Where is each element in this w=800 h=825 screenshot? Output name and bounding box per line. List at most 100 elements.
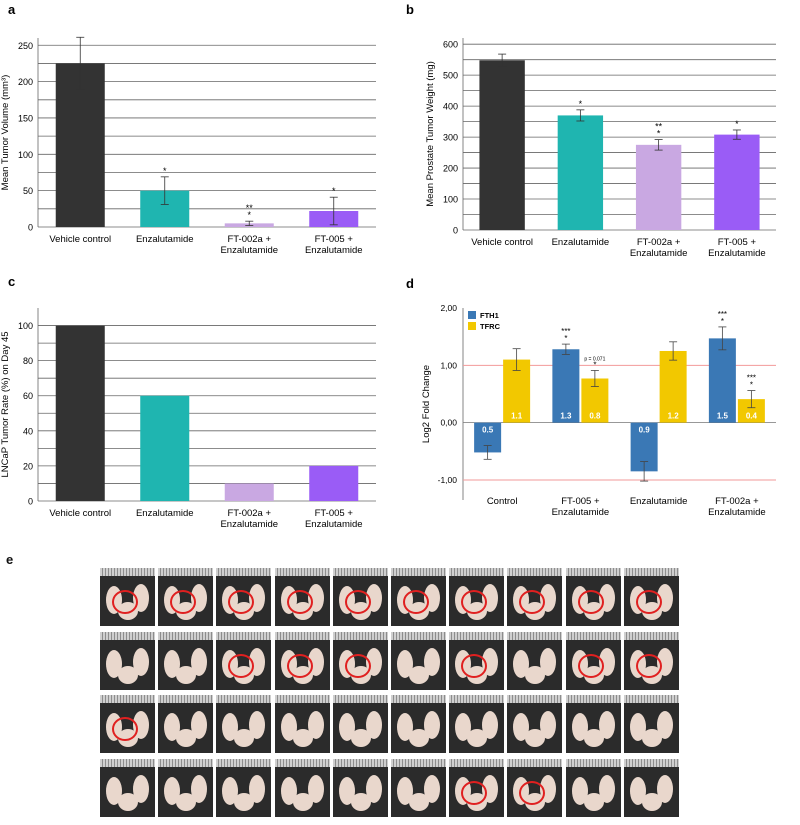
ruler-strip [100, 758, 155, 767]
x-tick-label: FT-005 + [315, 234, 354, 245]
x-tick-label: Enzalutamide [220, 519, 278, 530]
tumor-photo [216, 758, 272, 817]
y-tick-label: 40 [23, 426, 33, 436]
tumor-photo [158, 758, 214, 817]
significance-mark: * [163, 166, 167, 176]
fth1-bar-2 [552, 349, 580, 423]
tissue-specimen [191, 647, 208, 676]
tissue-specimen [409, 665, 429, 684]
x-tick-label: Enzalutamide [630, 248, 688, 259]
x-tick-label: Enzalutamide [305, 245, 363, 256]
tumor-circle [461, 590, 488, 614]
tissue-specimen [365, 711, 382, 739]
tissue-specimen [656, 774, 673, 803]
y-axis-label: LNCaP Tumor Rate (%) on Day 45 [0, 331, 11, 477]
y-axis-label: Log2 Fold Change [421, 365, 432, 443]
x-tick-label: Enzalutamide [136, 508, 194, 519]
tissue-specimen [525, 665, 546, 684]
ruler-strip [158, 695, 214, 703]
panel-label-e: e [6, 552, 14, 567]
x-tick-label: Vehicle control [471, 237, 533, 248]
x-tick-label: Enzalutamide [552, 507, 610, 518]
tumor-photo [623, 631, 679, 690]
ruler-strip [507, 758, 563, 767]
tumor-photo [623, 695, 679, 753]
x-tick-label: Enzalutamide [708, 507, 766, 518]
chart-a-tumor-volume: a 0 50 100 150 200 250 Mean Tumor Volume (mm³) V… [0, 2, 376, 256]
x-tick-label: Control [487, 496, 518, 507]
tissue-specimen [409, 792, 429, 811]
y-tick-label: 100 [18, 321, 33, 331]
significance-mark: * [721, 317, 724, 326]
y-tick-label: 60 [23, 391, 33, 401]
x-tick-label: FT-002a + [227, 234, 271, 245]
ruler-strip [623, 568, 679, 576]
chart-d-fold-change: d -1,00 0,00 1,00 2,00 Log2 Fold Change FTH1 0.… [406, 276, 776, 518]
tissue-specimen [540, 711, 557, 739]
bar-2 [557, 115, 604, 230]
tissue-specimen [540, 647, 557, 676]
tumor-photo [565, 568, 621, 626]
y-tick-label: 0 [28, 497, 33, 507]
significance-mark: * [750, 381, 753, 390]
legend-label-tfrc: TFRC [480, 322, 501, 331]
tumor-photo [100, 758, 155, 817]
tumor-circle [286, 653, 313, 678]
tumor-circle [577, 590, 604, 614]
panel-label-a: a [8, 2, 16, 17]
tumor-photo [449, 758, 505, 817]
tissue-specimen [598, 774, 615, 803]
y-tick-label: 80 [23, 356, 33, 366]
x-tick-label: Enzalutamide [305, 519, 363, 530]
tumor-photo [507, 631, 563, 690]
tissue-specimen [280, 776, 297, 805]
tfrc-bar-4 [737, 399, 765, 423]
panel-label-c: c [8, 274, 15, 289]
tissue-specimen [234, 729, 255, 747]
tumor-photo [216, 695, 272, 753]
bar-1 [55, 325, 105, 501]
ruler-strip [100, 568, 155, 576]
tumor-circle [286, 590, 313, 614]
tissue-specimen [656, 711, 673, 739]
significance-mark: * [735, 119, 739, 129]
ruler-strip [391, 631, 446, 640]
tissue-specimen [133, 647, 149, 676]
significance-mark: p = 0.071 [584, 356, 605, 362]
tissue-specimen [191, 711, 208, 739]
significance-mark: * [332, 186, 336, 196]
tumor-photo-grid [100, 568, 682, 822]
ruler-strip [158, 758, 214, 767]
significance-mark: ** [655, 122, 663, 132]
ruler-strip [623, 631, 679, 640]
y-tick-label: 100 [18, 150, 33, 160]
bar-1 [55, 63, 105, 227]
tissue-specimen [118, 792, 138, 811]
tumor-circle [461, 653, 488, 678]
y-tick-label: 400 [443, 102, 458, 112]
tissue-specimen [525, 729, 546, 747]
ruler-strip [449, 568, 505, 576]
y-tick-label: 20 [23, 461, 33, 471]
bar-2 [140, 395, 190, 501]
tissue-specimen [571, 776, 588, 805]
ruler-strip [274, 631, 330, 640]
tumor-photo [332, 568, 388, 626]
ruler-strip [449, 631, 505, 640]
tumor-circle [403, 590, 429, 614]
tumor-circle [344, 590, 371, 614]
tumor-photo [158, 695, 214, 753]
tissue-specimen [424, 711, 440, 739]
ruler-strip [565, 758, 621, 767]
ruler-strip [623, 758, 679, 767]
tfrc-bar-3 [659, 350, 687, 423]
tumor-photo [274, 631, 330, 690]
tissue-specimen [234, 792, 255, 811]
ruler-strip [100, 631, 155, 640]
tumor-photo [565, 695, 621, 753]
ruler-strip [158, 631, 214, 640]
y-tick-label: 0 [453, 226, 458, 236]
y-tick-label: 150 [18, 113, 33, 123]
tissue-specimen [424, 774, 440, 803]
ruler-strip [216, 758, 272, 767]
